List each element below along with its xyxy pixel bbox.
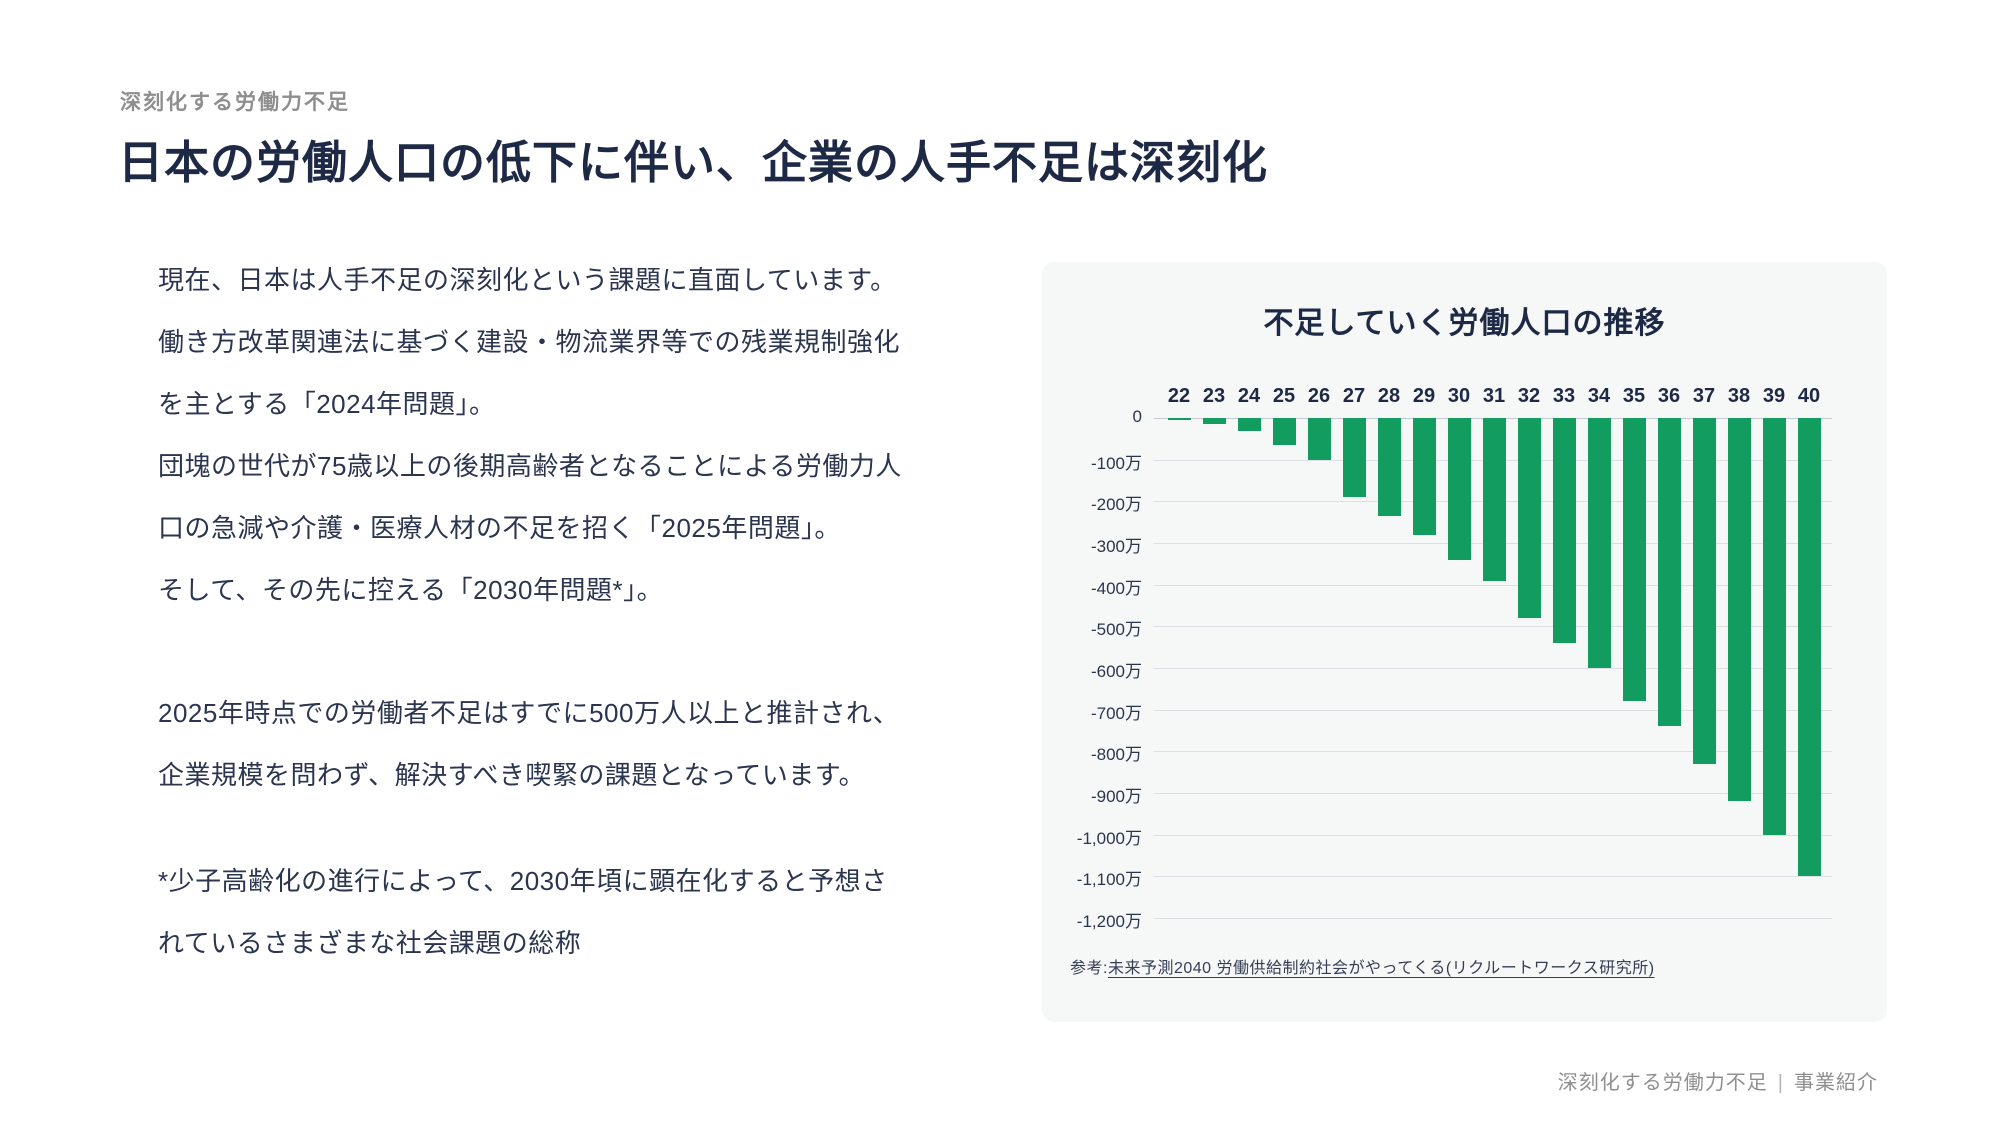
gridline xyxy=(1154,751,1832,753)
bar xyxy=(1377,418,1401,516)
x-axis-label: 29 xyxy=(1412,385,1436,407)
footer-left: 深刻化する労働力不足 xyxy=(1557,1072,1768,1094)
bar xyxy=(1482,418,1506,581)
paragraph: そして、その先に控える「2030年問題*」。 xyxy=(158,559,958,621)
y-axis-label: -600万 xyxy=(1090,662,1142,681)
y-axis-label: -900万 xyxy=(1090,787,1142,806)
eyebrow-label: 深刻化する労働力不足 xyxy=(120,91,350,114)
x-axis-label: 24 xyxy=(1237,385,1261,407)
y-axis-label: -700万 xyxy=(1090,703,1142,723)
x-axis-label: 26 xyxy=(1307,385,1331,407)
x-axis-label: 33 xyxy=(1552,385,1576,407)
body-text: 現在、日本は人手不足の深刻化という課題に直面しています。 働き方改革関連法に基づく… xyxy=(158,249,958,974)
text-line: 2025年時点での労働者不足はすでに500万人以上と推計され、 xyxy=(158,698,900,728)
paragraph: 現在、日本は人手不足の深刻化という課題に直面しています。 xyxy=(158,249,958,311)
x-axis-label: 31 xyxy=(1482,385,1506,407)
x-axis-label: 36 xyxy=(1657,385,1681,407)
paragraph: 2025年時点での労働者不足はすでに500万人以上と推計され、 企業規模を問わず、… xyxy=(158,682,958,806)
x-axis-label: 39 xyxy=(1762,385,1786,407)
y-axis-label: 0 xyxy=(1132,407,1142,426)
chart-panel: 不足していく労働人口の推移 0 -100万 -200万 -300万 -400万 -500万… xyxy=(1042,262,1887,1022)
y-axis-label: -400万 xyxy=(1090,578,1142,598)
text-line: を主とする「2024年問題」。 xyxy=(158,389,496,419)
bar xyxy=(1727,418,1751,802)
source-link[interactable]: 未来予測2040 労働供給制約社会がやってくる(リクルートワークス研究所) xyxy=(1107,960,1655,977)
x-axis-label: 38 xyxy=(1727,385,1751,407)
paragraph: *少子高齢化の進行によって、2030年頃に顕在化すると予想さ れているさまざまな社… xyxy=(158,850,958,974)
bar xyxy=(1797,418,1821,877)
y-axis-label: -200万 xyxy=(1090,495,1142,515)
text-line: 現在、日本は人手不足の深刻化という課題に直面しています。 xyxy=(158,265,897,295)
y-axis-label: -300万 xyxy=(1090,537,1142,556)
bar xyxy=(1692,418,1716,764)
text-line: *少子高齢化の進行によって、2030年頃に顕在化すると予想さ xyxy=(158,866,888,896)
bar xyxy=(1517,418,1541,618)
x-axis-label: 23 xyxy=(1202,385,1226,407)
x-axis-label: 34 xyxy=(1587,385,1611,407)
x-axis-label: 37 xyxy=(1692,385,1716,407)
x-axis-label: 40 xyxy=(1797,385,1821,407)
bar xyxy=(1552,418,1576,643)
bar xyxy=(1447,418,1471,560)
plot-area: 0 -100万 -200万 -300万 -400万 -500万 -600万 -700万 -800… xyxy=(1077,385,1832,931)
x-axis-label: 28 xyxy=(1377,385,1401,407)
y-axis-label: -1,100万 xyxy=(1076,870,1142,890)
bar xyxy=(1237,418,1261,431)
x-axis-label: 30 xyxy=(1447,385,1471,407)
gridline xyxy=(1154,834,1832,836)
bar xyxy=(1657,418,1681,727)
x-axis-label: 27 xyxy=(1342,385,1366,407)
gridline xyxy=(1154,668,1832,669)
bar xyxy=(1167,418,1191,421)
y-axis-label: -800万 xyxy=(1090,745,1142,765)
text-line: 団塊の世代が75歳以上の後期高齢者となることによる労働力人 xyxy=(158,451,902,481)
bar xyxy=(1762,418,1786,835)
x-axis-label: 32 xyxy=(1517,385,1541,407)
chart-title: 不足していく労働人口の推移 xyxy=(1263,307,1666,340)
text-line: れているさまざまな社会課題の総称 xyxy=(158,928,582,958)
gridline xyxy=(1154,793,1832,794)
bar xyxy=(1272,418,1296,446)
x-axis-label: 25 xyxy=(1272,385,1296,407)
y-axis-label: -100万 xyxy=(1090,453,1142,473)
page-title: 日本の労働人口の低下に伴い、企業の人手不足は深刻化 xyxy=(118,137,1269,188)
source-note: 参考:未来予測2040 労働供給制約社会がやってくる(リクルートワークス研究所) xyxy=(1070,954,1655,978)
bar xyxy=(1342,418,1366,498)
footer-separator: | xyxy=(1777,1072,1784,1094)
y-axis-label: -1,000万 xyxy=(1076,828,1142,848)
gridline xyxy=(1154,918,1832,919)
x-axis-label: 22 xyxy=(1167,385,1191,407)
gridline xyxy=(1154,584,1832,586)
text-line: そして、その先に控える「2030年問題*」。 xyxy=(158,575,664,605)
y-axis-label: -500万 xyxy=(1090,620,1142,640)
gridline xyxy=(1154,709,1832,711)
y-axis-label: -1,200万 xyxy=(1076,912,1142,931)
text-line: 口の急減や介護・医療人材の不足を招く「2025年問題」。 xyxy=(158,513,841,543)
bar xyxy=(1622,418,1646,702)
bar xyxy=(1307,418,1331,460)
source-prefix: 参考: xyxy=(1070,960,1108,977)
gridline xyxy=(1154,626,1832,628)
bar xyxy=(1412,418,1436,535)
x-axis-label: 35 xyxy=(1622,385,1646,407)
footer-right: 事業紹介 xyxy=(1794,1072,1878,1094)
paragraph: 働き方改革関連法に基づく建設・物流業界等での残業規制強化 を主とする「2024年問… xyxy=(158,311,958,435)
text-line: 働き方改革関連法に基づく建設・物流業界等での残業規制強化 xyxy=(158,327,901,357)
paragraph: 団塊の世代が75歳以上の後期高齢者となることによる労働力人 口の急減や介護・医療人… xyxy=(158,435,958,559)
text-line: 企業規模を問わず、解決すべき喫緊の課題となっています。 xyxy=(158,760,866,790)
footer: 深刻化する労働力不足 | 事業紹介 xyxy=(1558,1066,1878,1095)
gridline xyxy=(1154,876,1832,878)
bar xyxy=(1587,418,1611,668)
bar xyxy=(1202,418,1226,425)
